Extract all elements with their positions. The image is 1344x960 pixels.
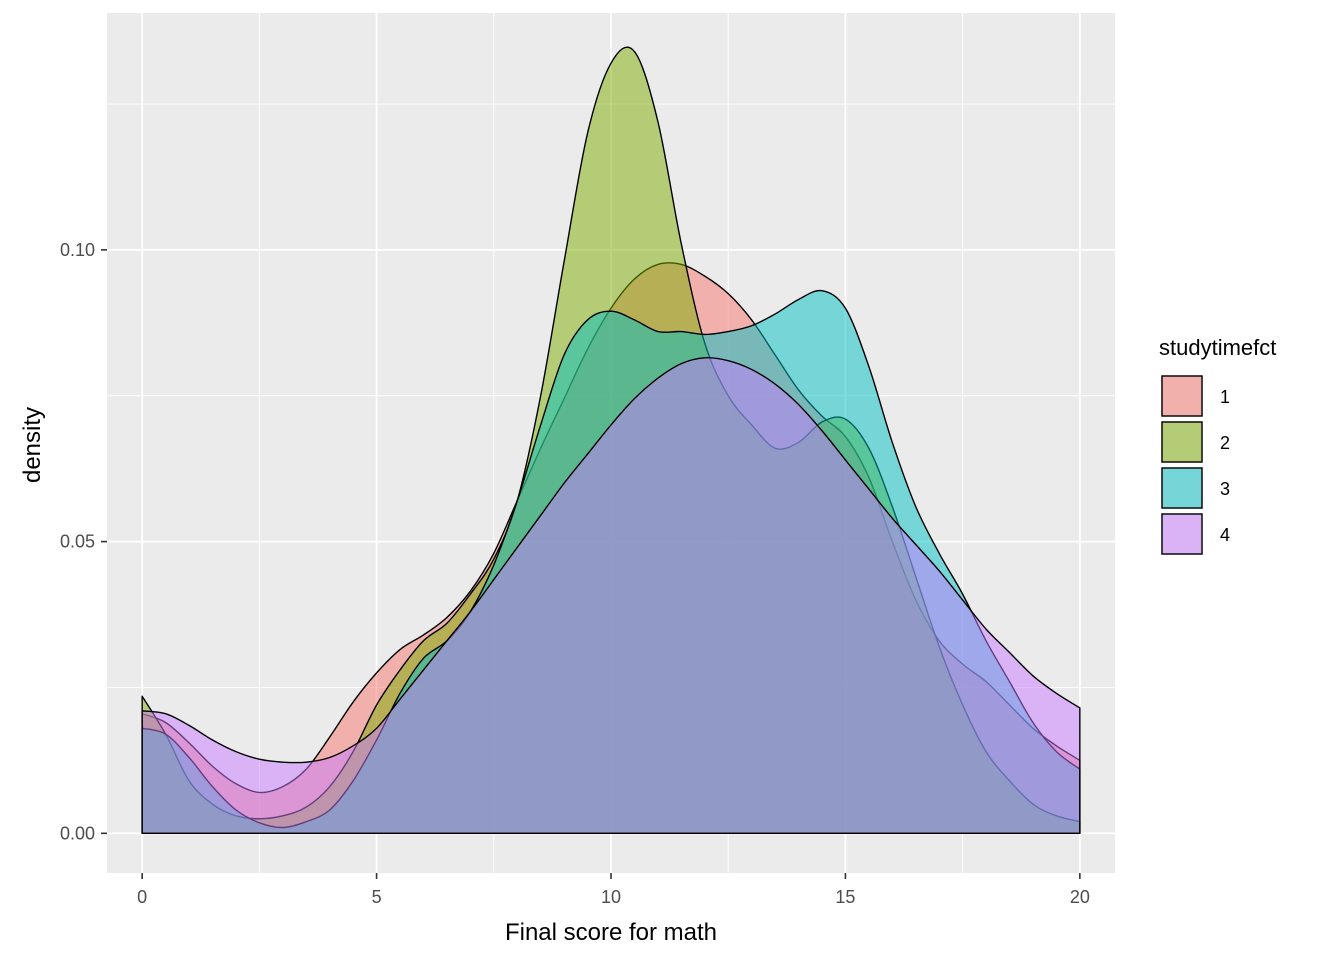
legend-key-series-4: [1161, 513, 1203, 555]
legend-items: 1 2 3 4: [1161, 375, 1230, 555]
legend-key-series-2: [1161, 421, 1203, 463]
x-tick-label: 0: [137, 887, 147, 907]
legend: studytimefct 1 2 3 4: [1159, 335, 1276, 555]
y-axis: 0.00 0.05 0.10: [60, 240, 107, 843]
legend-key-series-1: [1161, 375, 1203, 417]
density-areas: [141, 46, 1081, 835]
legend-label-series-3: 3: [1220, 479, 1230, 499]
legend-label-series-1: 1: [1220, 387, 1230, 407]
density-area-series-4: [141, 357, 1081, 835]
legend-label-series-4: 4: [1220, 525, 1230, 545]
legend-title: studytimefct: [1159, 335, 1276, 360]
x-tick-label: 15: [835, 887, 855, 907]
y-tick-label: 0.00: [60, 823, 95, 843]
x-tick-label: 20: [1070, 887, 1090, 907]
legend-label-series-2: 2: [1220, 433, 1230, 453]
legend-key-series-3: [1161, 467, 1203, 509]
x-tick-label: 10: [601, 887, 621, 907]
y-tick-label: 0.10: [60, 240, 95, 260]
x-tick-label: 5: [372, 887, 382, 907]
x-axis-title: Final score for math: [505, 919, 717, 946]
y-axis-title: density: [19, 407, 46, 483]
x-axis: 0 5 10 15 20: [137, 873, 1090, 907]
y-tick-label: 0.05: [60, 532, 95, 552]
